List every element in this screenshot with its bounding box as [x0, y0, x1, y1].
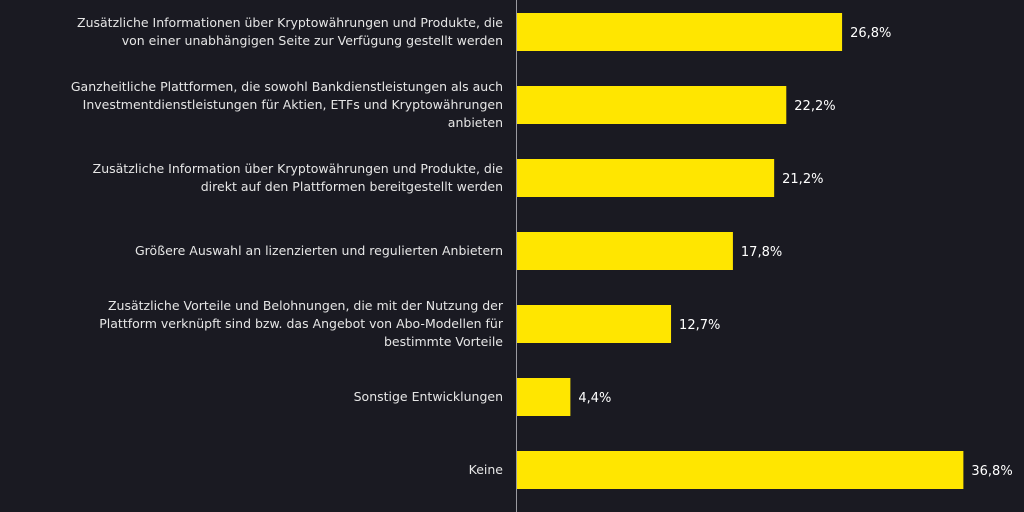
category-label-line: Zusätzliche Information über Kryptowähru… [92, 161, 503, 176]
bar [517, 451, 964, 489]
category-label-line: von einer unabhängigen Seite zur Verfügu… [121, 33, 503, 48]
category-label: Ganzheitliche Plattformen, die sowohl Ba… [3, 78, 503, 132]
category-label-line: Größere Auswahl an lizenzierten und regu… [135, 243, 503, 258]
category-label-line: Zusätzliche Informationen über Kryptowäh… [77, 15, 503, 30]
category-label-line: bestimmte Vorteile [383, 334, 503, 349]
bar [517, 305, 672, 343]
category-label-line: Plattform verknüpft sind bzw. das Angebo… [99, 316, 503, 331]
category-label-line: direkt auf den Plattformen bereitgestell… [200, 179, 503, 194]
data-label: 4,4% [578, 391, 611, 406]
data-label: 36,8% [971, 464, 1012, 479]
category-label: Zusätzliche Vorteile und Belohnungen, di… [3, 297, 503, 351]
category-label: Zusätzliche Information über Kryptowähru… [3, 160, 503, 196]
bar [517, 86, 787, 124]
bar [517, 232, 733, 270]
data-label: 12,7% [679, 318, 720, 333]
category-label: Zusätzliche Informationen über Kryptowäh… [3, 14, 503, 50]
data-label: 26,8% [850, 26, 891, 41]
category-label-line: Sonstige Entwicklungen [353, 389, 503, 404]
category-label-line: Investmentdienstleistungen für Aktien, E… [82, 97, 503, 112]
category-label-line: Zusätzliche Vorteile und Belohnungen, di… [107, 298, 503, 313]
data-label: 17,8% [741, 245, 782, 260]
category-label-line: anbieten [447, 115, 503, 130]
data-label: 22,2% [794, 99, 835, 114]
bar [517, 159, 775, 197]
category-label-line: Ganzheitliche Plattformen, die sowohl Ba… [70, 79, 503, 94]
data-label: 21,2% [782, 172, 823, 187]
category-label: Sonstige Entwicklungen [3, 388, 503, 406]
bar [517, 378, 571, 416]
category-label: Keine [3, 461, 503, 479]
bar [517, 13, 843, 51]
category-label: Größere Auswahl an lizenzierten und regu… [3, 242, 503, 260]
category-label-line: Keine [468, 462, 503, 477]
